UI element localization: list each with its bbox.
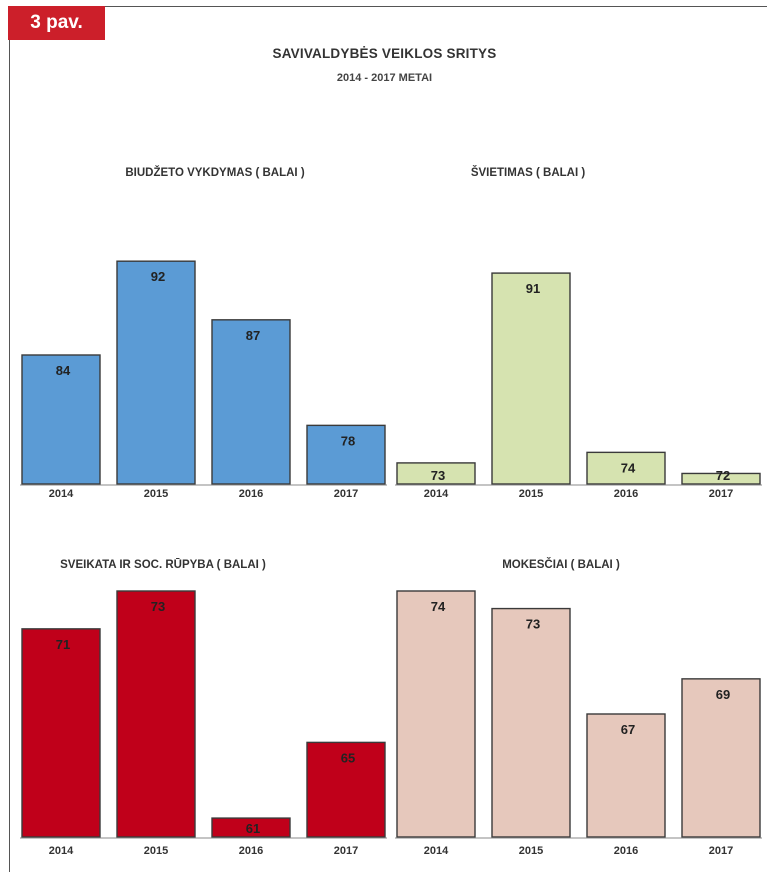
x-tick-label: 2014 <box>49 845 74 857</box>
chart-title: SVEIKATA IR SOC. RŪPYBA ( BALAI ) <box>60 559 266 571</box>
data-label: 74 <box>621 460 636 475</box>
bar-2015 <box>116 590 196 838</box>
x-tick-label: 2015 <box>144 488 168 500</box>
x-tick-label: 2015 <box>144 845 168 857</box>
data-label: 84 <box>56 363 71 378</box>
sub-title: 2014 - 2017 METAI <box>336 72 433 84</box>
figure-label: 3 pav. <box>8 6 105 40</box>
data-label: 71 <box>56 637 70 652</box>
x-tick-label: 2017 <box>709 845 733 857</box>
bar-2017 <box>306 424 386 485</box>
bar-2014 <box>21 354 101 485</box>
data-label: 74 <box>431 599 446 614</box>
x-tick-label: 2014 <box>424 488 449 500</box>
bar-2014 <box>396 590 476 838</box>
data-label: 61 <box>246 821 260 836</box>
x-tick-label: 2015 <box>519 845 543 857</box>
chart-title: MOKESČIAI ( BALAI ) <box>502 558 620 571</box>
bar-2016 <box>211 319 291 485</box>
bar-2016 <box>211 817 291 838</box>
bar-2017 <box>681 678 761 838</box>
x-tick-label: 2016 <box>239 845 263 857</box>
bar-2016 <box>586 451 666 485</box>
data-label: 78 <box>341 433 355 448</box>
data-label: 67 <box>621 722 635 737</box>
data-label: 91 <box>526 281 540 296</box>
data-label: 65 <box>341 750 355 765</box>
x-tick-label: 2017 <box>334 488 358 500</box>
x-tick-label: 2016 <box>614 488 638 500</box>
data-label: 73 <box>151 599 165 614</box>
chart-title: BIUDŽETO VYKDYMAS ( BALAI ) <box>125 166 304 179</box>
bar-2014 <box>396 462 476 485</box>
x-tick-label: 2014 <box>49 488 74 500</box>
bar-2016 <box>586 713 666 838</box>
figure-frame <box>9 6 767 872</box>
data-label: 72 <box>716 468 730 483</box>
data-label: 92 <box>151 269 165 284</box>
x-tick-label: 2016 <box>239 488 263 500</box>
chart-3: SVEIKATA IR SOC. RŪPYBA ( BALAI ) 71 2014 7… <box>20 559 387 857</box>
x-tick-label: 2016 <box>614 845 638 857</box>
x-tick-label: 2015 <box>519 488 543 500</box>
chart-4: MOKESČIAI ( BALAI ) 74 2014 73 2015 67 2016 69 2… <box>395 558 762 857</box>
data-label: 87 <box>246 328 260 343</box>
bar-2015 <box>491 272 571 485</box>
chart-1: BIUDŽETO VYKDYMAS ( BALAI ) 84 2014 92 2015 8… <box>20 166 387 500</box>
chart-2: ŠVIETIMAS ( BALAI ) 73 2014 91 2015 74 2016 72 2… <box>395 166 762 500</box>
bar-2017 <box>681 472 761 485</box>
data-label: 69 <box>716 687 730 702</box>
x-tick-label: 2017 <box>709 488 733 500</box>
bar-2014 <box>21 628 101 838</box>
bar-2015 <box>491 607 571 838</box>
main-title: SAVIVALDYBĖS VEIKLOS SRITYS <box>272 46 497 61</box>
bar-2017 <box>306 741 386 838</box>
chart-title: ŠVIETIMAS ( BALAI ) <box>471 166 586 179</box>
data-label: 73 <box>526 617 540 632</box>
x-tick-label: 2017 <box>334 845 358 857</box>
data-label: 73 <box>431 468 445 483</box>
x-tick-label: 2014 <box>424 845 449 857</box>
bar-2015 <box>116 260 196 485</box>
